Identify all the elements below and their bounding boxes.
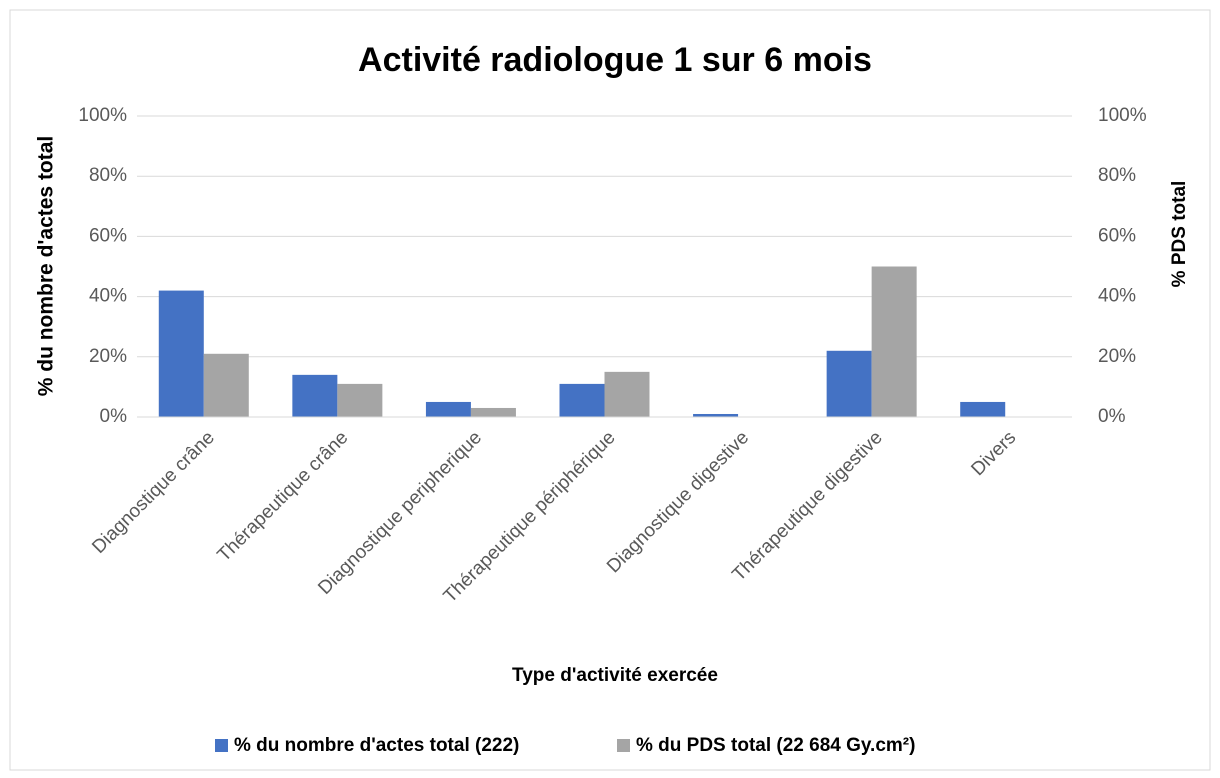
y-tick-label: 80% (89, 165, 127, 186)
legend-label: % du nombre d'actes total (222) (234, 735, 519, 756)
bar (559, 383, 605, 417)
y2-tick-label: 20% (1098, 346, 1136, 367)
bar (470, 407, 516, 417)
legend-swatch (215, 739, 228, 752)
bar (158, 290, 204, 417)
y2-tick-label: 40% (1098, 286, 1136, 307)
legend-swatch (617, 739, 630, 752)
legend-label: % du PDS total (22 684 Gy.cm²) (636, 735, 915, 756)
y2-tick-label: 0% (1098, 406, 1126, 427)
y-axis-title: % du nombre d'actes total (35, 136, 58, 397)
bar (337, 383, 383, 417)
chart-title: Activité radiologue 1 sur 6 mois (358, 41, 872, 79)
y2-tick-label: 60% (1098, 225, 1136, 246)
y-tick-label: 20% (89, 346, 127, 367)
bar (960, 401, 1006, 417)
bar (425, 401, 471, 417)
y2-axis-title: % PDS total (1169, 181, 1190, 288)
y-tick-label: 100% (78, 105, 127, 126)
bar (871, 266, 917, 417)
bar (203, 353, 249, 417)
y-tick-label: 60% (89, 225, 127, 246)
x-axis-title: Type d'activité exercée (512, 665, 718, 686)
bar (826, 350, 872, 417)
bar (693, 413, 739, 417)
y2-tick-label: 80% (1098, 165, 1136, 186)
bar (292, 374, 338, 417)
y-tick-label: 0% (100, 406, 128, 427)
y-tick-label: 40% (89, 286, 127, 307)
bar (604, 371, 650, 417)
y2-tick-label: 100% (1098, 105, 1147, 126)
